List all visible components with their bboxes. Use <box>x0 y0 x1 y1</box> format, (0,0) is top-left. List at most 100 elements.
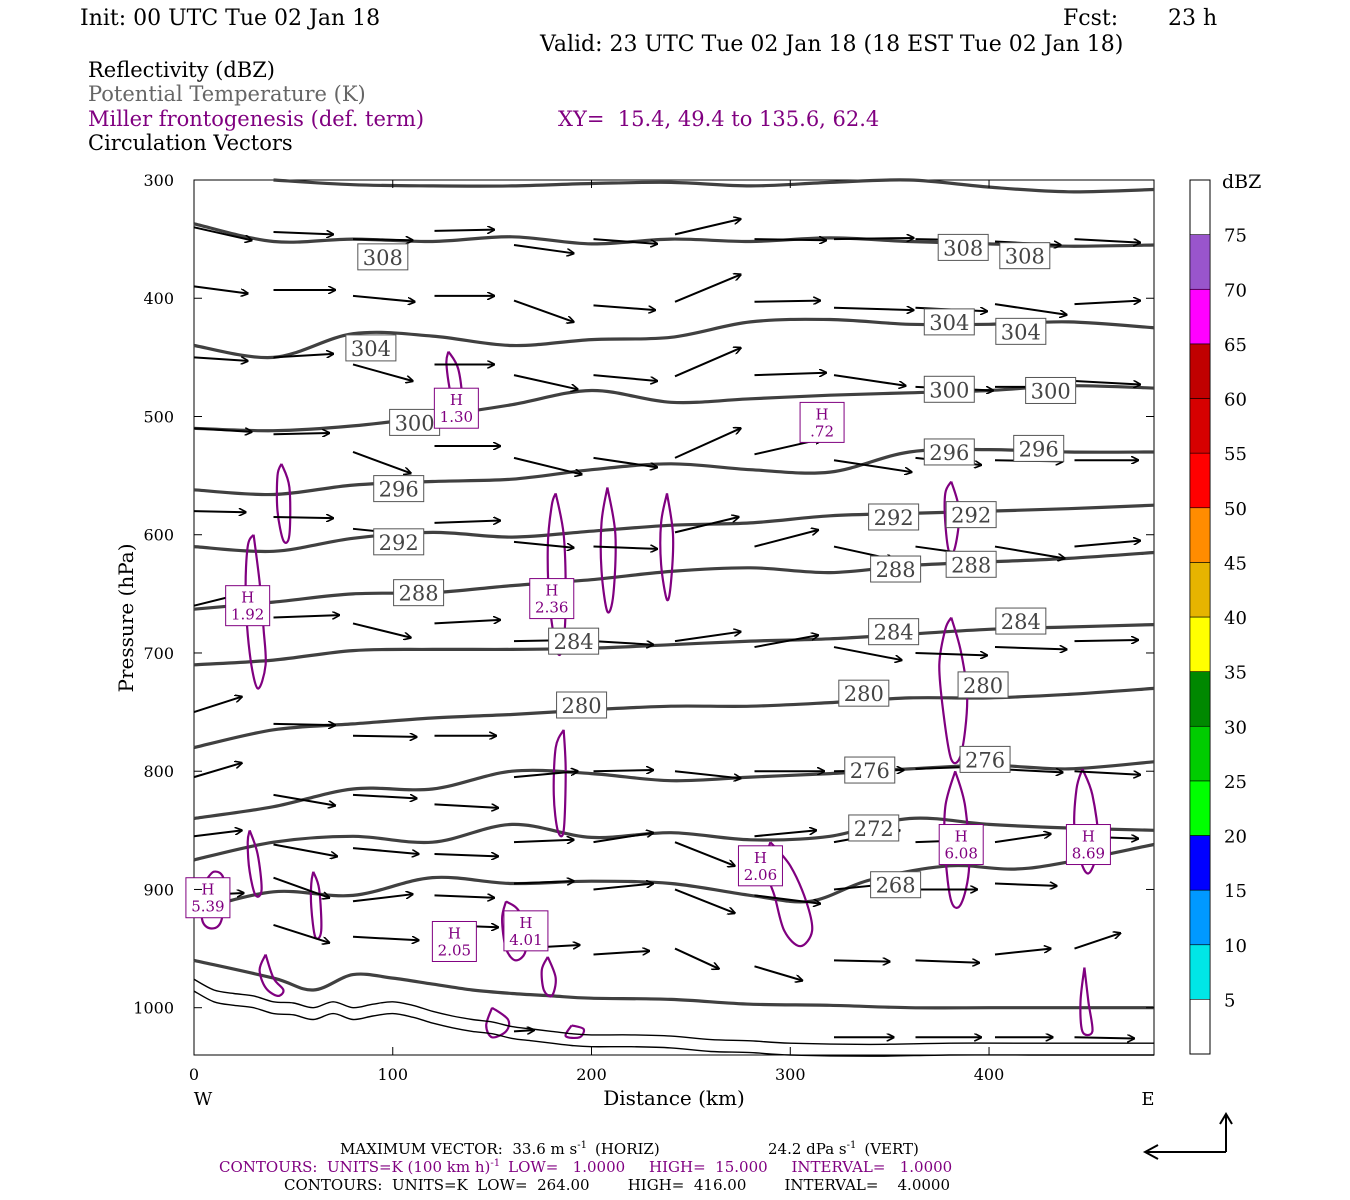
frontogenesis-max-box <box>503 910 549 952</box>
circulation-vector <box>593 374 658 381</box>
circulation-vector <box>273 923 330 943</box>
frontogenesis-max-label: H <box>754 849 767 867</box>
theta-label-box <box>923 438 975 466</box>
frontogenesis-contour <box>659 493 675 602</box>
theta-label-box <box>373 475 425 503</box>
circulation-vector <box>434 230 494 231</box>
theta-label: 276 <box>850 759 890 783</box>
theta-label: 296 <box>1019 437 1059 461</box>
theta-contour-300 <box>193 384 1155 433</box>
circulation-vector <box>754 373 826 375</box>
theta-label: 288 <box>951 553 991 577</box>
colorbar-label: 15 <box>1224 881 1247 902</box>
colorbar-label: 65 <box>1224 335 1247 356</box>
theta-label: 304 <box>1001 320 1041 344</box>
theta-label-box <box>995 317 1047 345</box>
theta-label: 280 <box>963 674 1003 698</box>
theta-label: 292 <box>379 531 419 555</box>
frontogenesis-contour <box>1079 967 1094 1037</box>
theta-label-box <box>373 528 425 556</box>
circulation-vector <box>513 771 578 779</box>
init-label: Init: 00 UTC Tue 02 Jan 18 <box>80 6 380 31</box>
circulation-vector <box>193 763 242 779</box>
field-potential-temperature: Potential Temperature (K) <box>88 82 366 106</box>
circulation-vector <box>833 238 914 239</box>
forecast-value: 23 h <box>1168 6 1217 31</box>
theta-label-box <box>838 679 890 707</box>
circulation-vector <box>352 793 417 799</box>
valid-label: Valid: 23 UTC Tue 02 Jan 18 (18 EST Tue … <box>539 32 1123 57</box>
frontogenesis-contour <box>275 463 292 544</box>
frontogenesis-max-box <box>185 877 231 919</box>
theta-label: 300 <box>395 411 435 435</box>
circulation-vector <box>193 285 248 293</box>
y-tick-label: 700 <box>143 644 174 663</box>
theta-label: 280 <box>562 694 602 718</box>
circulation-vector <box>273 517 334 518</box>
circulation-vector <box>1074 380 1140 385</box>
theta-label-box <box>937 233 989 261</box>
circulation-vector <box>674 428 741 459</box>
circulation-vector <box>994 545 1065 559</box>
circulation-vector <box>273 793 336 806</box>
theta-label: 304 <box>929 311 969 335</box>
theta-label-box <box>345 334 397 362</box>
circulation-vector <box>352 622 411 637</box>
theta-label-box <box>868 503 920 531</box>
plot-frame <box>193 179 1155 1056</box>
xy-label: XY= 15.4, 49.4 to 135.6, 62.4 <box>558 107 879 131</box>
x-tick-label: 300 <box>775 1065 806 1084</box>
circulation-vector <box>674 841 735 866</box>
circulation-vector <box>273 876 330 898</box>
frontogenesis-max-box <box>938 824 984 866</box>
circulation-vector <box>1074 238 1140 243</box>
max-vector-value: MAXIMUM VECTOR: 33.6 m s <box>340 1140 577 1158</box>
circulation-vector <box>674 947 719 969</box>
circulation-vector <box>352 736 417 737</box>
colorbar-swatch <box>1189 780 1211 836</box>
frontogenesis-contour <box>599 487 617 614</box>
circulation-vector <box>833 960 890 961</box>
y-tick-label: 500 <box>143 407 174 426</box>
circulation-vector <box>754 530 818 548</box>
circulation-vector <box>674 888 735 913</box>
colorbar-label: 45 <box>1224 553 1247 574</box>
circulation-vector <box>513 299 574 322</box>
frontogenesis-contour <box>1073 768 1100 875</box>
circulation-vector <box>674 275 741 303</box>
fronto-units: CONTOURS: UNITS=K (100 km h) <box>219 1158 490 1176</box>
circulation-vector <box>193 830 242 838</box>
frontogenesis-max-box <box>433 387 479 429</box>
theta-label-box <box>923 375 975 403</box>
y-tick-label: 300 <box>143 171 174 190</box>
circulation-vector <box>273 724 336 725</box>
circulation-vector <box>915 653 987 655</box>
theta-label: 284 <box>874 621 914 645</box>
circulation-vector <box>754 239 826 240</box>
x-tick-label: 400 <box>974 1065 1005 1084</box>
colorbar-swatch <box>1189 725 1211 782</box>
max-vector-exponent: -1 <box>577 1140 587 1151</box>
circulation-vector <box>674 219 741 236</box>
circulation-vector <box>754 965 802 980</box>
colorbar-swatch <box>1189 507 1211 563</box>
max-vector-vert-label: (VERT) <box>864 1140 919 1158</box>
theta-labels: 308 308 308 304 304 304 300 300 300 296 296 296 292 2… <box>345 233 1077 899</box>
theta-label-box <box>870 871 922 899</box>
theta-label: 300 <box>1031 379 1071 403</box>
colorbar-swatch <box>1189 562 1211 618</box>
theta-label: 276 <box>965 748 1005 772</box>
frontogenesis-max-value: 8.69 <box>1072 845 1105 863</box>
circulation-vector <box>833 459 912 472</box>
max-vector-vert-exponent: -1 <box>847 1140 857 1151</box>
theta-contour-312 <box>273 178 1155 194</box>
theta-label-box <box>357 243 409 271</box>
circulation-vector <box>434 521 500 523</box>
frontogenesis-max-value: 2.06 <box>744 866 777 884</box>
theta-label: 284 <box>1001 610 1041 634</box>
theta-label-box <box>923 308 975 336</box>
colorbar-label: 55 <box>1224 444 1247 465</box>
circulation-vector <box>593 238 658 244</box>
colorbar: 5 10 15 20 25 30 35 40 45 50 55 60 65 70 75 <box>1189 179 1247 1055</box>
